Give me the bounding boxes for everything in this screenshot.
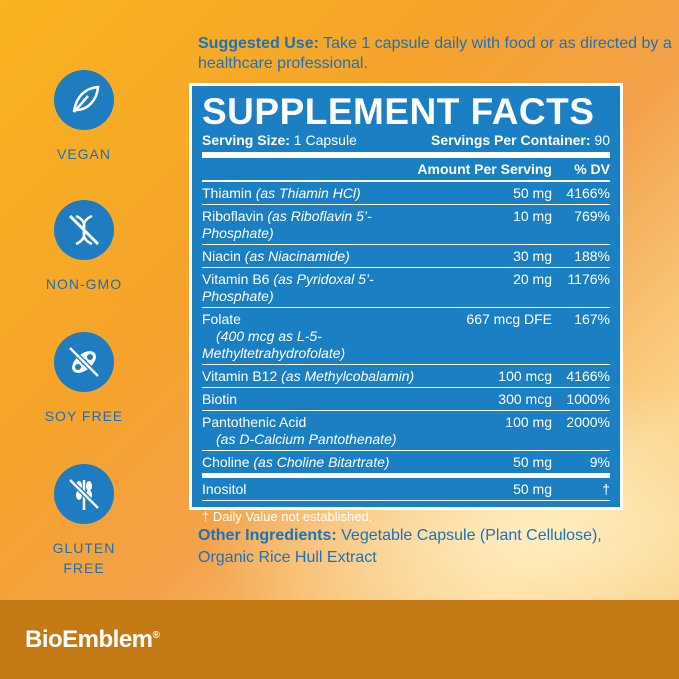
supplement-facts-panel: SUPPLEMENT FACTS Serving Size: 1 Capsule… — [189, 83, 623, 524]
nutrient-row: Pantothenic Acid (as D-Calcium Pantothena… — [202, 411, 610, 451]
other-ingredients: Other Ingredients: Vegetable Capsule (Pl… — [198, 525, 618, 569]
nutrient-dv: 2000% — [566, 414, 610, 430]
nutrient-dv: 167% — [574, 311, 610, 327]
nutrient-amount: 667 mcg DFE — [466, 311, 552, 327]
nutrient-amount: 50 mg — [513, 185, 552, 201]
nutrient-name: Pantothenic Acid — [202, 414, 307, 430]
soybean-crossed-icon — [54, 332, 114, 392]
nutrient-row: Niacin (as Niacinamide) 30 mg 188% — [202, 245, 610, 268]
badge-label: GLUTEN FREE — [52, 540, 116, 576]
suggested-use-label: Suggested Use: — [198, 35, 319, 52]
nutrient-name: Inositol — [202, 481, 247, 497]
badge-column: VEGAN NON-GMO SOY FREE GLUTEN FREE — [44, 70, 124, 578]
nutrient-amount: 30 mg — [513, 248, 552, 264]
facts-title: SUPPLEMENT FACTS — [202, 91, 595, 132]
badge-soy-free: SOY FREE — [44, 332, 124, 464]
nutrient-dv: 769% — [574, 208, 610, 224]
nutrient-amount: 50 mg — [513, 454, 552, 470]
nutrient-name: Choline — [202, 454, 254, 470]
nutrient-dv: 188% — [574, 248, 610, 264]
brand-band — [0, 600, 679, 679]
dna-crossed-icon — [54, 200, 114, 260]
suggested-use-text: Take 1 capsule daily with food or as dir… — [198, 35, 672, 72]
nutrient-amount: 300 mcg — [498, 391, 552, 407]
nutrient-name: Thiamin — [202, 185, 256, 201]
serving-size-label: Serving Size: — [202, 132, 290, 148]
nutrient-row: Choline (as Choline Bitartrate) 50 mg 9% — [202, 451, 610, 478]
nutrient-source: (as Choline Bitartrate) — [253, 454, 390, 470]
nutrient-source: (as Pyridoxal 5’-Phosphate) — [202, 271, 374, 304]
brand-logo: BioEmblem® — [25, 626, 160, 654]
footnote: † Daily Value not established. — [202, 509, 373, 524]
badge-label: SOY FREE — [44, 408, 124, 424]
nutrient-amount: 100 mg — [505, 414, 552, 430]
nutrient-name: Niacin — [202, 248, 245, 264]
nutrient-dv: † — [602, 481, 610, 497]
badge-vegan: VEGAN — [44, 70, 124, 200]
servings-label: Servings Per Container: — [431, 132, 591, 148]
col-amount: Amount Per Serving — [417, 161, 552, 177]
nutrient-row: Folate (400 mcg as L-5-Methyltetrahydrofo… — [202, 308, 610, 365]
nutrient-amount: 10 mg — [513, 208, 552, 224]
other-ingredients-text: Vegetable Capsule (Plant Cellulose), Org… — [198, 527, 602, 566]
other-ingredients-label: Other Ingredients: — [198, 527, 337, 544]
nutrient-row: Vitamin B12 (as Methylcobalamin) 100 mcg 4… — [202, 365, 610, 388]
nutrient-name: Folate — [202, 311, 241, 327]
nutrient-dv: 1176% — [567, 271, 610, 287]
nutrient-dv: 4166% — [566, 185, 610, 201]
registered-mark: ® — [152, 630, 160, 641]
nutrient-amount: 100 mcg — [498, 368, 552, 384]
badge-label: VEGAN — [56, 146, 111, 162]
nutrient-row: Biotin 300 mcg 1000% — [202, 388, 610, 411]
badge-gluten-free: GLUTEN FREE — [44, 464, 124, 578]
wheat-crossed-icon — [54, 464, 114, 524]
col-dv: % DV — [574, 161, 610, 177]
nutrient-source: (as Thiamin HCl) — [255, 185, 361, 201]
serving-size: 1 Capsule — [289, 132, 357, 148]
nutrient-source: (as Methylcobalamin) — [281, 368, 415, 384]
nutrient-amount: 50 mg — [513, 481, 552, 497]
badge-label: NON-GMO — [45, 276, 123, 292]
nutrient-name: Riboflavin — [202, 208, 268, 224]
facts-header-row: Amount Per Serving % DV — [202, 158, 610, 182]
serving-info: Serving Size: 1 Capsule Servings Per Con… — [202, 132, 610, 158]
servings-count: 90 — [590, 132, 610, 148]
leaf-icon — [54, 70, 114, 130]
badge-non-gmo: NON-GMO — [44, 200, 124, 332]
nutrient-row: Vitamin B6 (as Pyridoxal 5’-Phosphate) 20… — [202, 268, 610, 308]
brand-name: BioEmblem — [25, 626, 153, 653]
nutrient-source: (as Niacinamide) — [244, 248, 350, 264]
nutrient-row: Inositol 50 mg † — [202, 478, 610, 501]
nutrient-name: Vitamin B6 — [202, 271, 274, 287]
nutrient-amount: 20 mg — [513, 271, 552, 287]
nutrient-dv: 1000% — [566, 391, 610, 407]
nutrient-dv: 4166% — [566, 368, 610, 384]
nutrient-name: Vitamin B12 — [202, 368, 282, 384]
nutrient-source: (as D-Calcium Pantothenate) — [216, 431, 397, 447]
suggested-use: Suggested Use: Take 1 capsule daily with… — [198, 34, 679, 74]
nutrient-source: (as Riboflavin 5’-Phosphate) — [202, 208, 372, 241]
nutrient-source: (400 mcg as L-5-Methyltetrahydrofolate) — [202, 328, 346, 361]
nutrient-dv: 9% — [589, 454, 610, 470]
nutrient-name: Biotin — [202, 391, 238, 407]
nutrient-row: Riboflavin (as Riboflavin 5’-Phosphate) 1… — [202, 205, 610, 245]
nutrient-row: Thiamin (as Thiamin HCl) 50 mg 4166% — [202, 182, 610, 205]
